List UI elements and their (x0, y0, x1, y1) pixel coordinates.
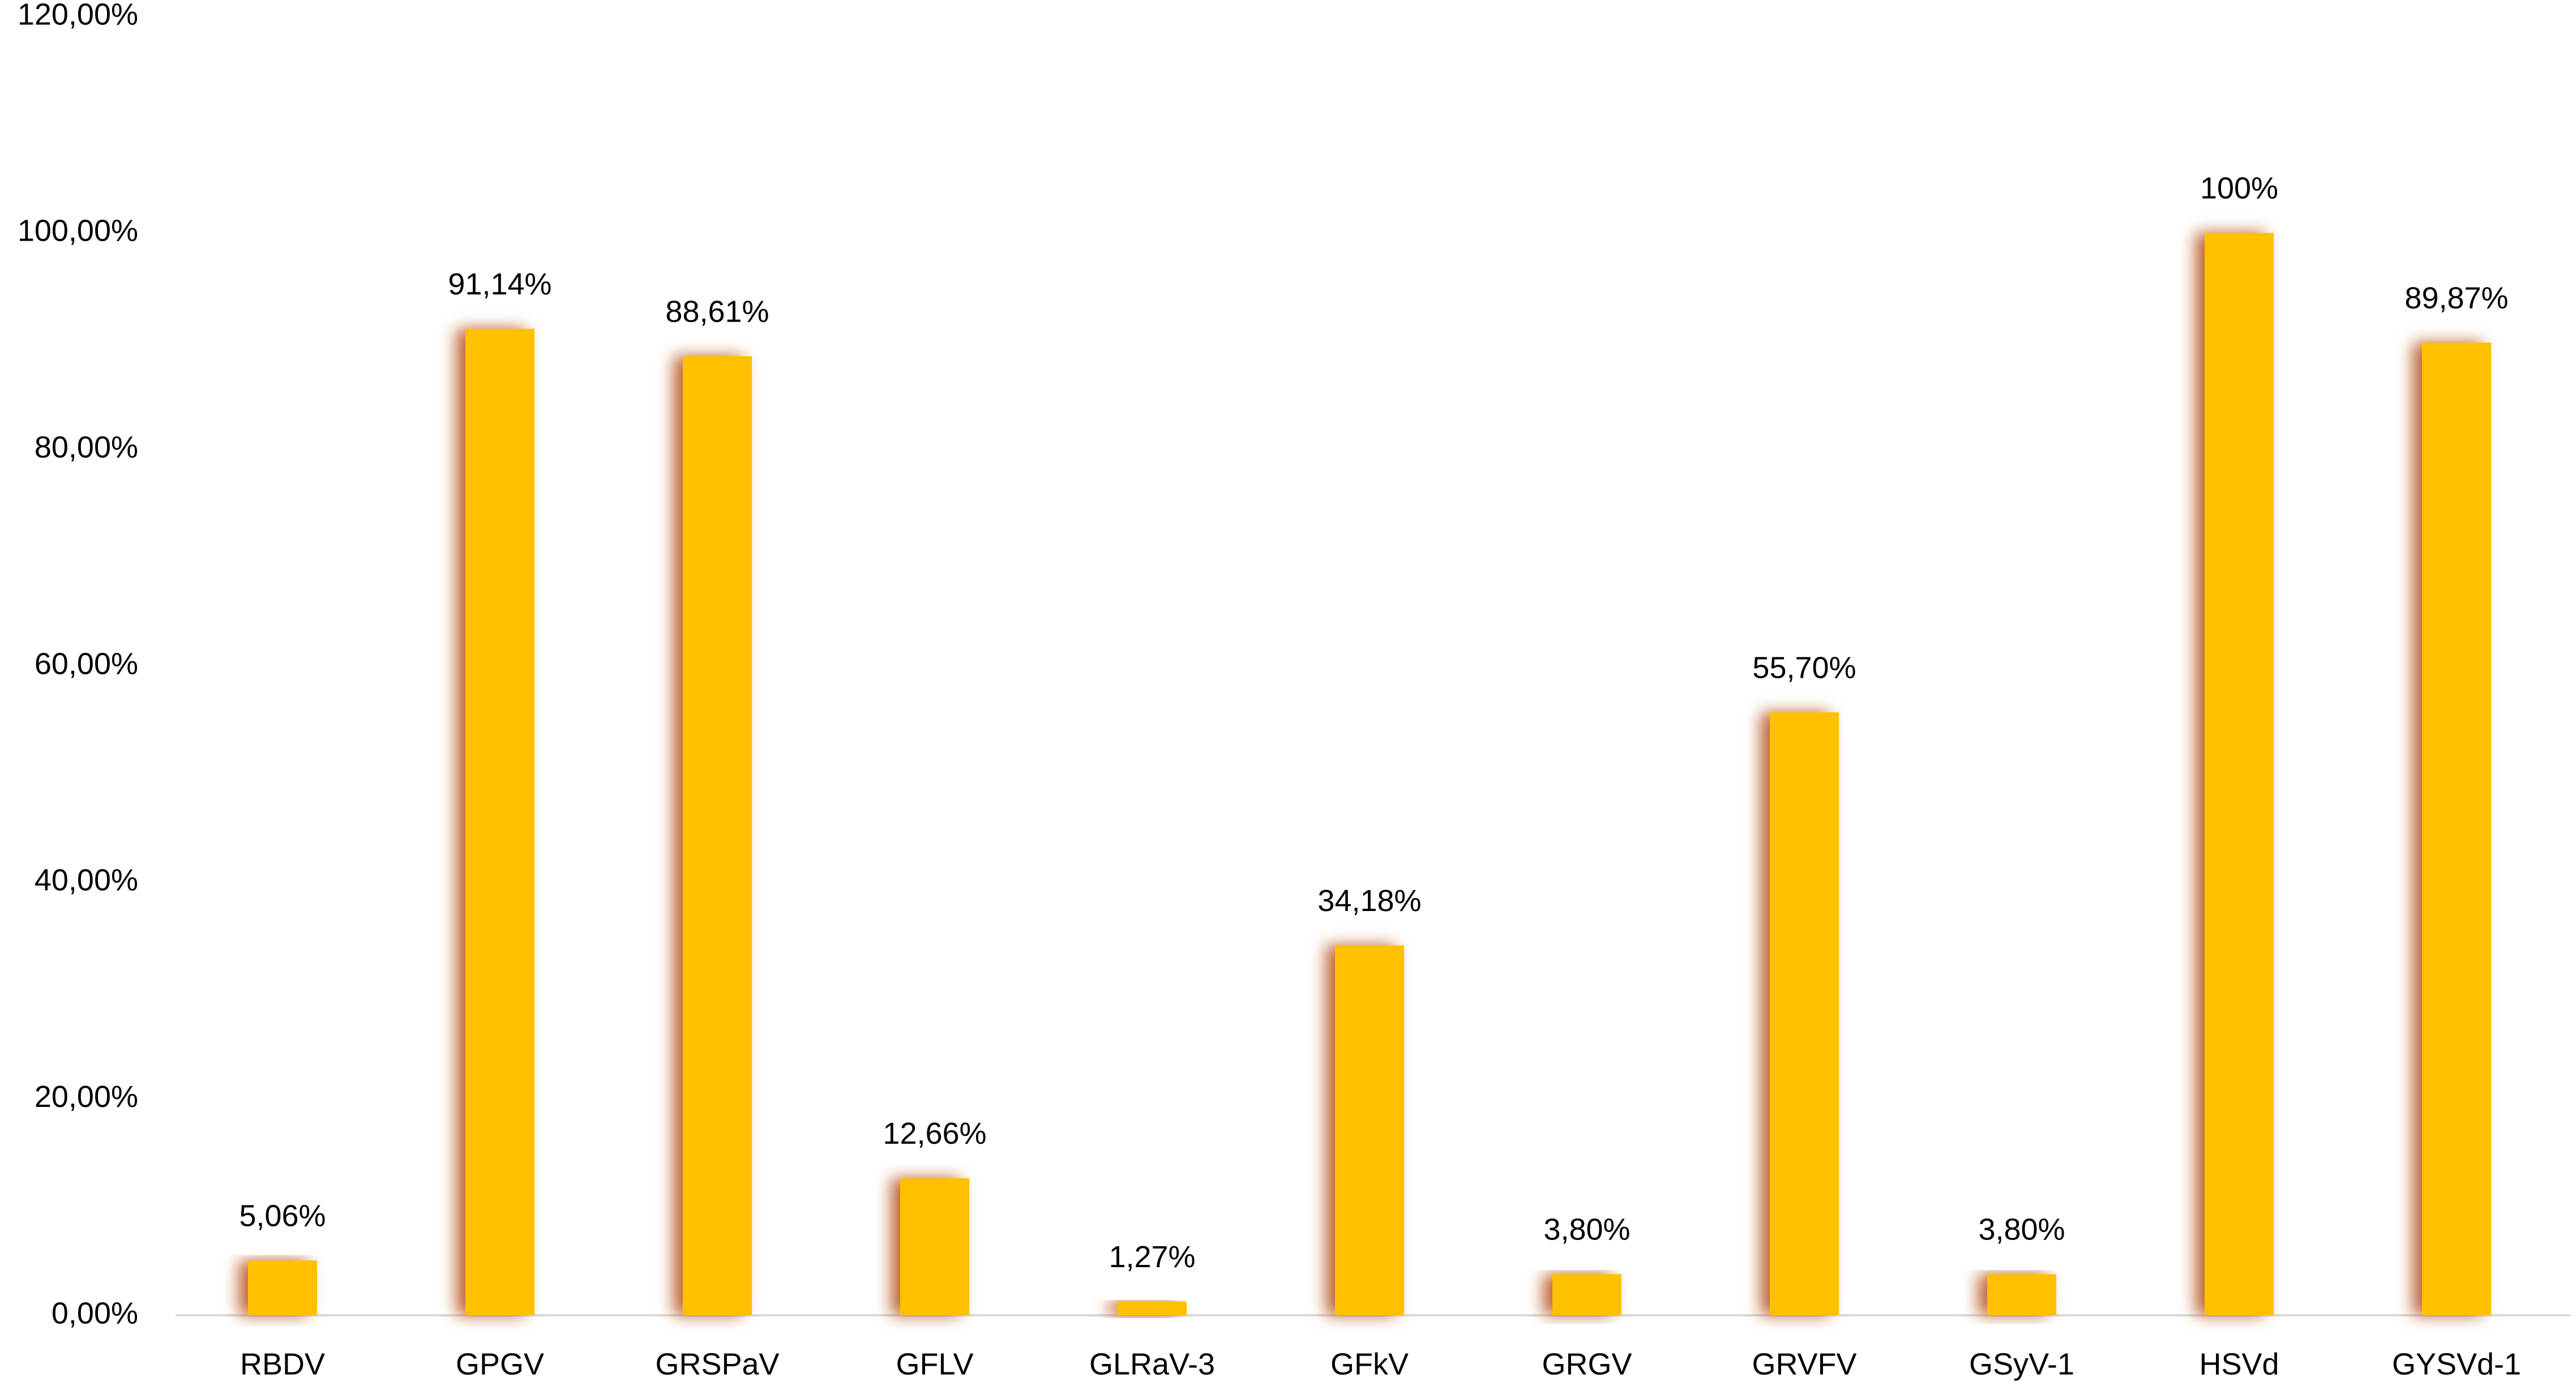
x-tick-label: HSVd (2199, 1347, 2279, 1381)
bar (248, 1260, 317, 1315)
data-label: 5,06% (239, 1199, 326, 1233)
data-label: 91,14% (448, 267, 551, 301)
data-label: 88,61% (665, 294, 769, 328)
bar (1770, 712, 1839, 1315)
x-tick-label: RBDV (240, 1347, 325, 1381)
x-tick-label: GSyV-1 (1969, 1347, 2074, 1381)
data-label: 12,66% (883, 1117, 986, 1151)
x-tick-label: GRSPaV (655, 1347, 779, 1381)
y-tick-label: 60,00% (35, 647, 138, 681)
data-label: 3,80% (1543, 1213, 1630, 1247)
y-tick-label: 80,00% (35, 430, 138, 464)
y-tick-label: 40,00% (35, 863, 138, 897)
bar (465, 328, 534, 1315)
x-tick-label: GFLV (896, 1347, 973, 1381)
x-tick-label: GFkV (1330, 1347, 1409, 1381)
data-label: 34,18% (1317, 884, 1421, 918)
x-tick-label: GPGV (456, 1347, 544, 1381)
y-tick-label: 0,00% (52, 1296, 138, 1330)
y-tick-label: 20,00% (35, 1080, 138, 1114)
y-tick-label: 100,00% (18, 214, 138, 248)
bar (1335, 945, 1404, 1315)
x-tick-label: GLRaV-3 (1089, 1347, 1215, 1381)
data-label: 1,27% (1109, 1240, 1195, 1274)
bar (683, 356, 752, 1315)
data-label: 89,87% (2404, 281, 2508, 315)
x-tick-label: GRVFV (1752, 1347, 1856, 1381)
x-tick-label: GRGV (1542, 1347, 1632, 1381)
data-label: 3,80% (1978, 1213, 2065, 1247)
bar (1118, 1301, 1187, 1315)
data-label: 100% (2200, 172, 2278, 206)
bar (2205, 233, 2274, 1315)
y-tick-label: 120,00% (18, 0, 138, 31)
bar (1552, 1274, 1621, 1315)
bar (900, 1178, 969, 1315)
data-label: 55,70% (1752, 651, 1856, 685)
x-tick-label: GYSVd-1 (2392, 1347, 2521, 1381)
bar (2422, 342, 2491, 1316)
bar (1987, 1274, 2056, 1315)
